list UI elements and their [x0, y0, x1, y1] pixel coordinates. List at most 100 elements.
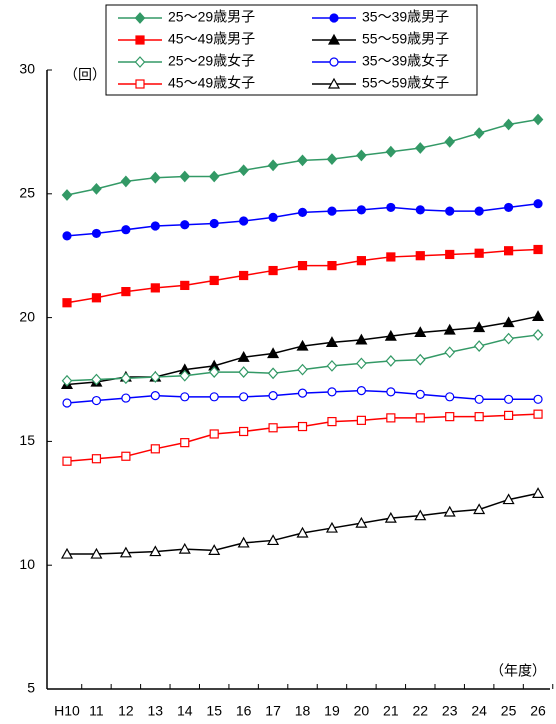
- data-point: [91, 373, 102, 386]
- data-point: [62, 231, 72, 241]
- data-point: [180, 392, 190, 402]
- data-point: [121, 225, 131, 235]
- data-point: [443, 323, 456, 335]
- data-point: [444, 346, 456, 359]
- legend-marker: [135, 79, 145, 89]
- data-point: [385, 145, 397, 158]
- y-tick-label: 20: [19, 308, 35, 324]
- data-point: [326, 359, 338, 372]
- data-point: [209, 429, 219, 439]
- data-point: [325, 336, 338, 347]
- data-point: [415, 205, 425, 215]
- data-point: [297, 388, 308, 398]
- data-point: [532, 329, 544, 341]
- data-point: [356, 357, 367, 370]
- data-point: [91, 395, 102, 406]
- data-point: [297, 261, 308, 271]
- y-tick-label: 10: [19, 556, 35, 572]
- data-point: [91, 182, 102, 195]
- data-point: [150, 171, 161, 184]
- data-point: [473, 127, 485, 140]
- data-point: [180, 280, 190, 291]
- x-tick-label: 23: [442, 703, 458, 719]
- legend-item: 55～59歳男子: [312, 31, 449, 47]
- data-point: [91, 228, 102, 239]
- data-point: [474, 206, 484, 216]
- data-point: [178, 542, 191, 554]
- data-point: [502, 493, 515, 505]
- data-point: [503, 118, 514, 131]
- data-point: [356, 149, 367, 162]
- data-point: [296, 339, 309, 351]
- data-point: [415, 251, 425, 261]
- data-point: [121, 287, 131, 297]
- data-point: [297, 421, 308, 432]
- data-point: [504, 246, 514, 256]
- series-line: [67, 492, 539, 555]
- data-point: [327, 416, 337, 427]
- x-tick-label: H10: [54, 703, 80, 719]
- data-point: [445, 206, 455, 216]
- x-tick-label: 14: [177, 703, 193, 719]
- data-point: [180, 438, 190, 448]
- data-point: [473, 503, 486, 515]
- data-point: [355, 333, 368, 345]
- x-tick-label: 20: [354, 703, 370, 719]
- data-point: [90, 547, 103, 559]
- legend-box: [105, 4, 478, 96]
- data-point: [208, 544, 221, 555]
- y-tick-label: 5: [27, 680, 35, 696]
- data-point: [414, 509, 427, 521]
- y-tick-label: 15: [19, 432, 35, 448]
- data-point: [415, 389, 425, 399]
- legend-marker: [135, 35, 145, 45]
- data-point: [180, 220, 190, 230]
- data-point: [325, 521, 338, 533]
- x-tick-label: 17: [265, 703, 281, 719]
- data-point: [502, 316, 515, 328]
- y-tick-label: 30: [19, 61, 35, 77]
- series-line: [66, 413, 539, 462]
- data-point: [119, 546, 132, 558]
- data-point: [150, 283, 160, 293]
- data-point: [62, 456, 72, 466]
- x-axis-label: （年度）: [490, 663, 546, 679]
- series-line: [66, 248, 539, 304]
- data-point: [297, 154, 308, 167]
- data-point: [120, 175, 132, 188]
- data-point: [179, 170, 191, 183]
- data-point: [474, 412, 484, 422]
- data-point: [445, 412, 455, 422]
- legend-marker: [329, 13, 339, 23]
- data-point: [533, 199, 543, 209]
- legend-item: 35～39歳女子: [312, 53, 449, 69]
- data-point: [297, 363, 308, 376]
- data-point: [296, 526, 309, 538]
- legend-label: 25～29歳女子: [168, 53, 255, 69]
- data-point: [327, 206, 337, 216]
- data-point: [237, 350, 250, 362]
- data-point: [326, 153, 338, 166]
- data-point: [239, 216, 249, 226]
- data-point: [386, 413, 396, 423]
- data-point: [415, 413, 425, 423]
- data-point: [150, 444, 160, 454]
- data-point: [150, 371, 161, 383]
- x-tick-label: 15: [206, 703, 222, 719]
- data-point: [121, 393, 131, 403]
- data-point: [473, 321, 486, 333]
- legend-item: 45～49歳男子: [118, 31, 255, 47]
- data-point: [239, 270, 249, 281]
- data-point: [414, 353, 426, 366]
- data-point: [386, 252, 396, 262]
- data-point: [327, 387, 337, 397]
- legend-label: 45～49歳男子: [168, 31, 255, 47]
- data-point: [356, 256, 366, 266]
- x-tick-label: 16: [236, 703, 252, 719]
- y-axis-label: （回）: [64, 67, 106, 83]
- data-point: [91, 454, 102, 464]
- data-point: [386, 202, 396, 213]
- data-point: [268, 423, 278, 433]
- y-tick-label: 25: [19, 185, 35, 201]
